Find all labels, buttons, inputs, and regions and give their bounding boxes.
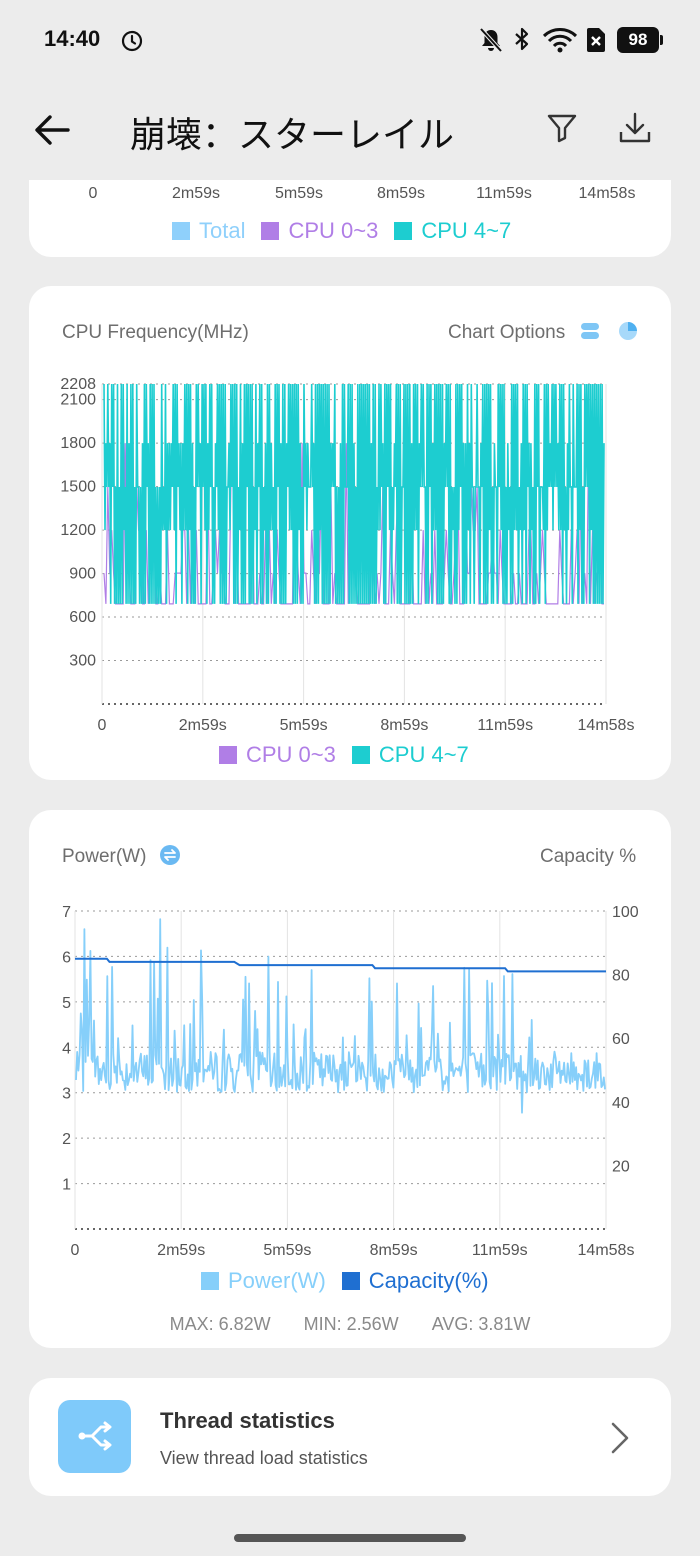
- y-tick-label: 1200: [60, 522, 96, 539]
- x-tick-label: 14m58s: [578, 1242, 635, 1259]
- wifi-icon: [542, 28, 578, 53]
- power-title: Power(W): [62, 846, 147, 867]
- x-tick-label: 0: [71, 1242, 80, 1259]
- swap-icon[interactable]: [159, 844, 181, 866]
- power-chart-legend: Power(W) Capacity(%): [201, 1268, 505, 1294]
- thread-statistics-title: Thread statistics: [160, 1408, 335, 1433]
- x-tick-label: 11m59s: [472, 1242, 528, 1259]
- top-chart-legend: Total CPU 0~3 CPU 4~7: [172, 218, 527, 244]
- top-x-tick: 2m59s: [172, 185, 220, 202]
- cpu-frequency-card: CPU Frequency(MHz) Chart Options 300 600 9…: [29, 286, 671, 780]
- download-button[interactable]: [616, 110, 654, 146]
- y2-tick-label: 60: [612, 1031, 630, 1048]
- home-indicator[interactable]: [234, 1534, 466, 1542]
- x-tick-label: 2m59s: [179, 717, 227, 734]
- filter-icon: [547, 114, 577, 143]
- x-tick-label: 8m59s: [380, 717, 428, 734]
- cpu-chart-legend: CPU 0~3 CPU 4~7: [219, 742, 485, 768]
- stat-avg: AVG: 3.81W: [431, 1314, 531, 1334]
- x-tick-label: 0: [98, 717, 107, 734]
- y-tick-label: 5: [62, 995, 71, 1012]
- y-tick-label: 3: [62, 1086, 71, 1103]
- legend-cpu-4-7[interactable]: CPU 4~7: [394, 218, 511, 244]
- status-time: 14:40: [44, 26, 101, 51]
- bluetooth-icon: [515, 27, 529, 51]
- top-x-tick: 14m58s: [579, 185, 636, 202]
- x-tick-label: 5m59s: [263, 1242, 311, 1259]
- y2-tick-label: 80: [612, 968, 630, 985]
- legend-cpu-0-3[interactable]: CPU 0~3: [219, 742, 336, 768]
- alarm-clock-icon: [121, 30, 143, 52]
- cpu-frequency-title: CPU Frequency(MHz): [62, 322, 249, 343]
- legend-power[interactable]: Power(W): [201, 1268, 326, 1294]
- chevron-right-icon: [611, 1422, 629, 1454]
- branch-icon: [58, 1400, 131, 1473]
- top-x-tick: 5m59s: [275, 185, 323, 202]
- y-tick-label: 1500: [60, 479, 96, 496]
- x-tick-label: 11m59s: [477, 717, 533, 734]
- top-x-tick: 0: [89, 185, 98, 202]
- stat-min: MIN: 2.56W: [303, 1314, 399, 1334]
- series-cpu-4-7-line: [103, 383, 605, 604]
- x-tick-label: 8m59s: [370, 1242, 418, 1259]
- y-tick-label: 6: [62, 949, 71, 966]
- x-tick-label: 5m59s: [280, 717, 328, 734]
- status-bar: 14:40 98: [0, 0, 700, 80]
- battery-icon: 98: [617, 27, 663, 53]
- power-chart: 1 2 3 4 5 6 7 20 40 60 80 100 0 2m59s 5m59s 8m59s 11m59s…: [62, 904, 639, 1259]
- power-stats: MAX: 6.82W MIN: 2.56W AVG: 3.81W: [29, 1314, 671, 1335]
- top-x-tick: 11m59s: [476, 185, 532, 202]
- chart-options-label[interactable]: Chart Options: [448, 322, 566, 343]
- legend-total[interactable]: Total: [172, 218, 245, 244]
- capacity-label: Capacity %: [540, 846, 637, 867]
- download-icon: [619, 112, 651, 143]
- legend-capacity[interactable]: Capacity(%): [341, 1268, 489, 1294]
- power-card: Power(W) Capacity % 1 2 3 4 5 6 7 20 40 60 80 100 0 2…: [29, 810, 671, 1348]
- back-button[interactable]: [30, 108, 74, 152]
- bell-off-icon: [479, 27, 503, 53]
- y2-tick-label: 100: [612, 904, 639, 921]
- series-power-line: [75, 918, 606, 1114]
- legend-cpu-0-3[interactable]: CPU 0~3: [261, 218, 378, 244]
- top-chart-card: 0 2m59s 5m59s 8m59s 11m59s 14m58s Total …: [29, 180, 671, 257]
- stat-max: MAX: 6.82W: [169, 1314, 271, 1334]
- y-tick-label: 1: [62, 1177, 71, 1194]
- top-x-tick: 8m59s: [377, 185, 425, 202]
- x-tick-label: 2m59s: [157, 1242, 205, 1259]
- y-tick-label: 600: [69, 609, 96, 626]
- y-tick-label: 2100: [60, 392, 96, 409]
- y-tick-label: 900: [69, 566, 96, 583]
- legend-cpu-4-7[interactable]: CPU 4~7: [351, 742, 469, 768]
- page-title: 崩壊：スターレイル: [130, 115, 455, 156]
- x-tick-label: 14m58s: [578, 717, 635, 734]
- series-capacity-line: [75, 957, 606, 973]
- y-tick-label: 300: [69, 653, 96, 670]
- layers-icon[interactable]: [579, 320, 601, 342]
- y-tick-label: 2: [62, 1131, 71, 1148]
- filter-button[interactable]: [544, 110, 580, 146]
- y2-tick-label: 40: [612, 1095, 630, 1112]
- pie-chart-icon[interactable]: [617, 320, 639, 342]
- thread-statistics-card[interactable]: Thread statistics View thread load stati…: [29, 1378, 671, 1496]
- arrow-left-icon: [35, 115, 70, 145]
- top-chart-x-axis: 0 2m59s 5m59s 8m59s 11m59s 14m58s: [89, 185, 636, 202]
- y-tick-label: 7: [62, 904, 71, 921]
- y2-tick-label: 20: [612, 1158, 630, 1175]
- sim-off-icon: [587, 28, 605, 52]
- y-tick-label: 1800: [60, 435, 96, 452]
- y-tick-label: 4: [62, 1040, 71, 1057]
- y-tick-label: 2208: [60, 376, 96, 393]
- thread-statistics-subtitle: View thread load statistics: [160, 1448, 368, 1468]
